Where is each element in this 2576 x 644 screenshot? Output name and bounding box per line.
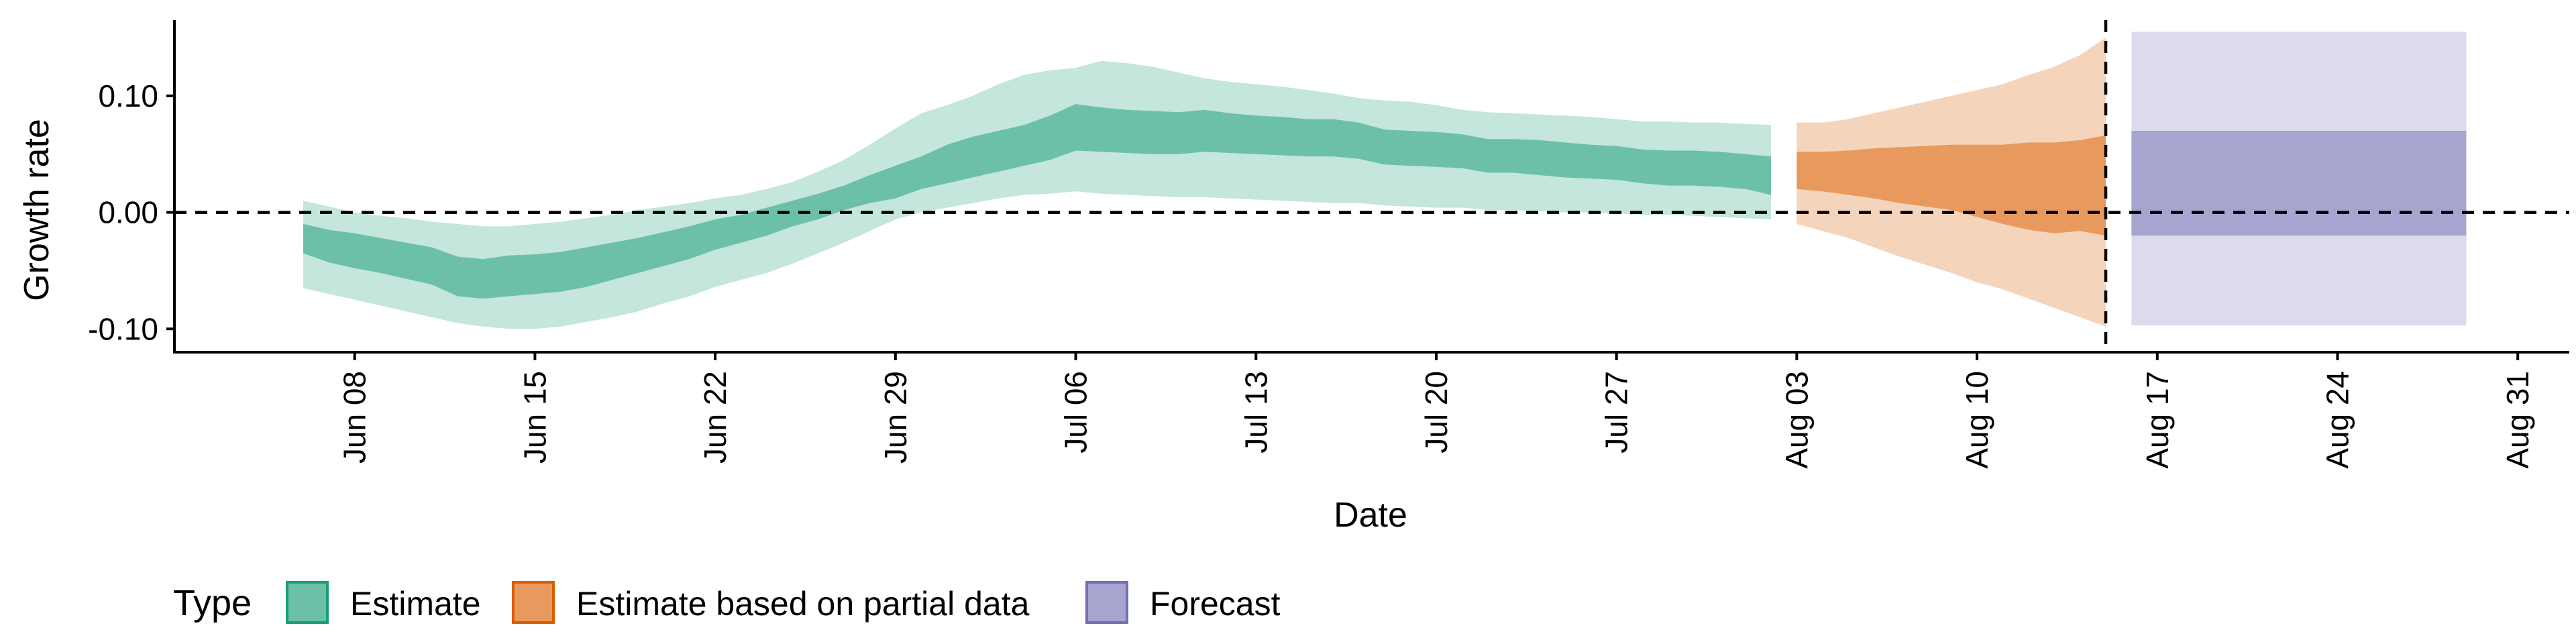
y-tick-label: 0.00 — [98, 195, 158, 230]
legend-title: Type — [173, 583, 252, 623]
x-tick-label: Jul 06 — [1059, 371, 1093, 453]
forecast-legend-label: Forecast — [1150, 585, 1281, 623]
x-tick-label: Aug 03 — [1779, 371, 1814, 469]
x-tick-label: Aug 31 — [2500, 371, 2535, 469]
y-axis: 0.10 0.00 -0.10 — [88, 78, 174, 346]
x-tick-label: Jun 22 — [698, 371, 733, 464]
y-axis-title: Growth rate — [17, 119, 56, 301]
x-tick-label: Aug 17 — [2140, 371, 2175, 469]
x-tick-label: Jul 13 — [1238, 371, 1273, 453]
x-tick-label: Jun 15 — [517, 371, 552, 464]
estimate-legend-swatch — [286, 581, 329, 624]
y-tick-label: 0.10 — [98, 78, 158, 113]
estimate-legend-label: Estimate — [350, 585, 481, 623]
x-axis: Jun 08 Jun 15 Jun 22 Jun 29 Jul 06 Jul 13 Jul … — [337, 352, 2535, 469]
estimate-band-50 — [303, 104, 1772, 299]
x-tick-label: Aug 24 — [2320, 371, 2355, 469]
estimate-based-on-partial-data-band-50 — [1796, 135, 2106, 236]
plot-bands — [303, 32, 2467, 329]
x-tick-label: Jun 29 — [878, 371, 913, 464]
estimate-based-on-partial-data-legend-label: Estimate based on partial data — [576, 585, 1030, 623]
x-tick-label: Jul 27 — [1599, 371, 1634, 453]
x-tick-label: Jul 20 — [1419, 371, 1454, 453]
estimate-based-on-partial-data-legend-swatch — [512, 581, 555, 624]
x-tick-label: Jun 08 — [337, 371, 372, 464]
x-axis-title: Date — [1334, 496, 1407, 535]
legend: Type Estimate Estimate based on partial d… — [173, 581, 1281, 624]
forecast-legend-swatch — [1085, 581, 1128, 624]
x-tick-label: Aug 10 — [1960, 371, 1994, 469]
forecast-band-50 — [2131, 131, 2467, 236]
y-tick-label: -0.10 — [88, 311, 158, 346]
